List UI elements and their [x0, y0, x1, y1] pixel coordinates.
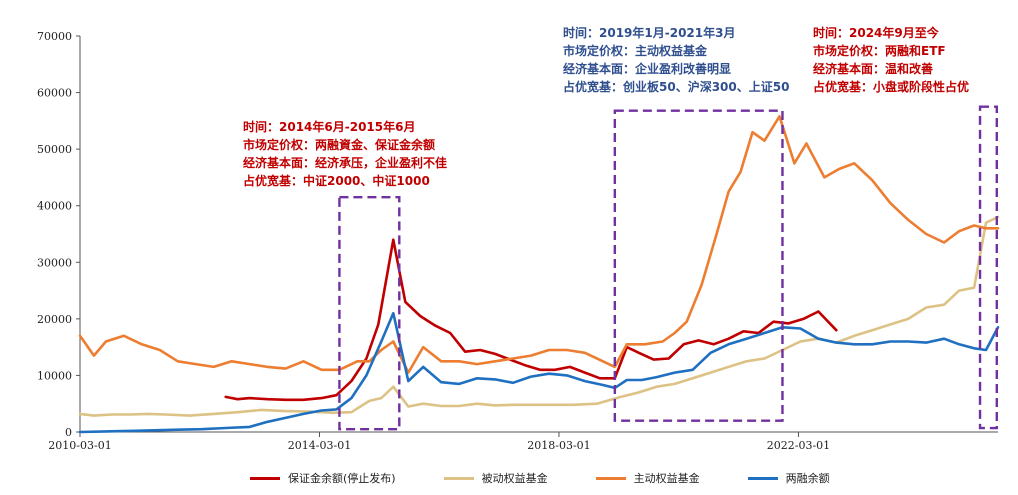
- series-line-2: [78, 115, 1000, 374]
- legend-swatch-deposit: [250, 476, 280, 480]
- legend-item-margin: 两融余额: [747, 470, 830, 486]
- legend-item-active: 主动权益基金: [595, 470, 700, 486]
- y-tick-label: 50000: [37, 143, 72, 156]
- annotation-3-line-2: 市场定价权：两融和ETF: [813, 43, 946, 58]
- highlight-box-1: [338, 196, 401, 431]
- y-tick-label: 0: [65, 426, 72, 439]
- annotation-3-line-3: 经济基本面：温和改善: [813, 61, 933, 76]
- y-axis: 0 10000 20000 30000 40000 50000 60000 70000: [37, 30, 81, 439]
- highlight-box-3: [978, 105, 999, 430]
- y-tick-label: 70000: [37, 30, 72, 43]
- annotation-2-line-2: 市场定价权：主动权益基金: [563, 43, 708, 58]
- y-tick-label: 30000: [37, 256, 72, 269]
- series-line-1: [78, 215, 1000, 417]
- annotation-1-line-3: 经济基本面：经济承压，企业盈利不佳: [243, 155, 447, 170]
- x-tick-label: 2022-03-01: [767, 439, 830, 452]
- legend-item-passive: 被动权益基金: [443, 470, 548, 486]
- x-tick-label: 2010-03-01: [48, 439, 111, 452]
- highlight-boxes: [338, 105, 999, 431]
- series-line-0: [224, 238, 838, 402]
- annotation-3-line-1: 时间：2024年9月至今: [813, 25, 940, 40]
- annotation-1-line-4: 占优宽基：中证2000、中证1000: [243, 173, 430, 188]
- annotation-3-line-4: 占优宽基：小盘或阶段性占优: [813, 79, 969, 94]
- series-layer: [78, 115, 1000, 434]
- annotation-1-line-1: 时间：2014年6月-2015年6月: [243, 119, 415, 134]
- x-axis: 2010-03-01 2014-03-01 2018-03-01 2022-03-01: [48, 431, 998, 452]
- legend-label-deposit: 保证金余额(停止发布): [288, 472, 396, 485]
- legend-swatch-active: [595, 476, 626, 480]
- legend-item-deposit: 保证金余额(停止发布): [250, 470, 396, 486]
- x-tick-label: 2018-03-01: [527, 439, 590, 452]
- annotation-2-line-4: 占优宽基：创业板50、沪深300、上证50: [563, 79, 789, 94]
- y-tick-label: 60000: [37, 87, 72, 100]
- legend-swatch-margin: [747, 476, 778, 480]
- highlight-box-2: [613, 109, 784, 422]
- x-tick-label: 2014-03-01: [288, 439, 351, 452]
- annotation-1-line-2: 市场定价权：两融資金、保证金余额: [243, 137, 435, 152]
- legend-swatch-passive: [443, 476, 474, 480]
- series-line-3: [78, 311, 1000, 434]
- legend-label-passive: 被动权益基金: [481, 472, 548, 485]
- annotation-2-line-1: 时间：2019年1月-2021年3月: [563, 25, 735, 40]
- legend-label-margin: 两融余额: [785, 472, 830, 485]
- annotation-2-line-3: 经济基本面：企业盈利改善明显: [563, 61, 731, 76]
- y-tick-label: 10000: [37, 369, 72, 382]
- y-tick-label: 40000: [37, 200, 72, 213]
- y-tick-label: 20000: [37, 313, 72, 326]
- legend: 保证金余额(停止发布) 被动权益基金 主动权益基金 两融余额: [250, 470, 830, 486]
- legend-label-active: 主动权益基金: [633, 472, 700, 485]
